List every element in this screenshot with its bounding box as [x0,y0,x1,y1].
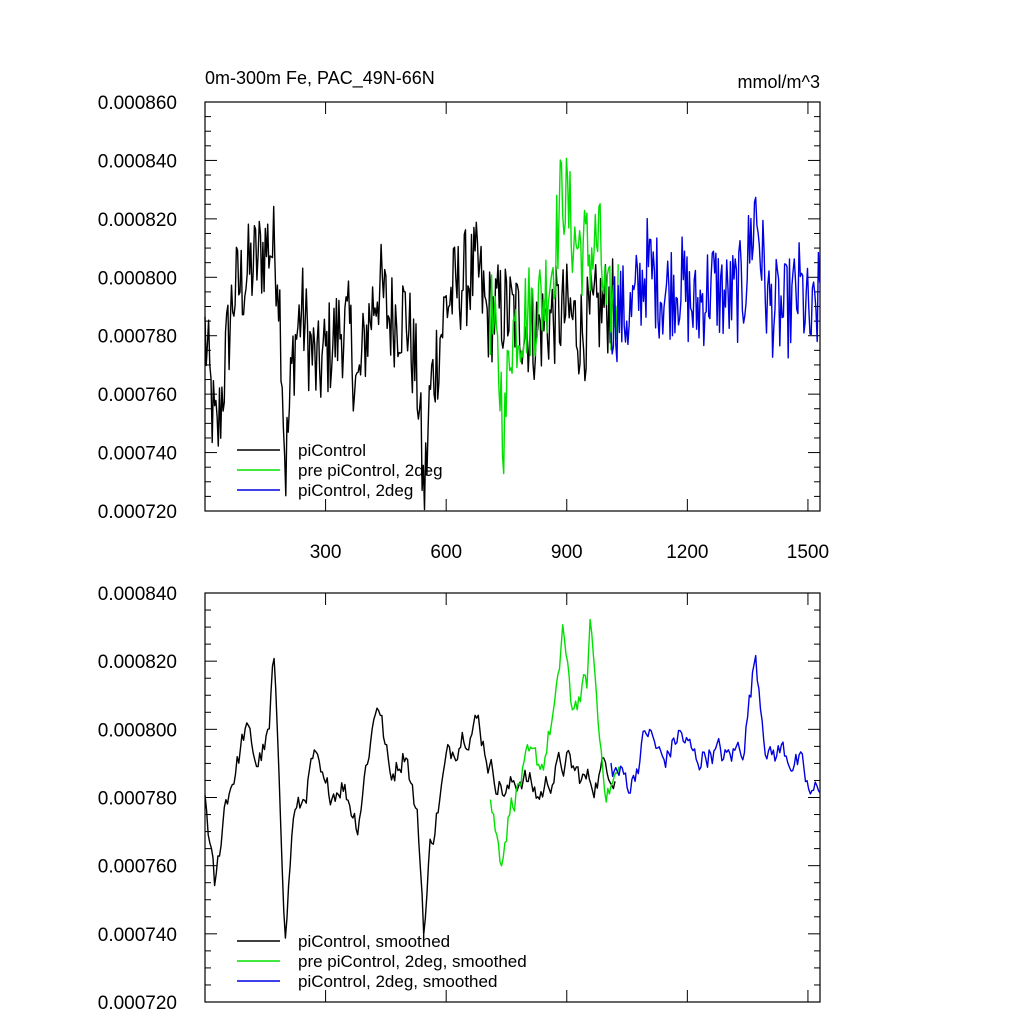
series-line-pre-picontrol-2deg-smoothed [489,618,620,867]
x-tick-label: 300 [310,542,342,563]
series-line-picontrol-2deg [610,196,821,363]
y-tick-label: 0.000820 [98,210,177,231]
legend-label: pre piControl, 2deg, smoothed [298,952,527,971]
x-tick-label: 1500 [787,542,829,563]
y-tick-label: 0.000860 [98,93,177,114]
y-tick-label: 0.000760 [98,385,177,406]
x-tick-label: 1200 [666,542,708,563]
y-tick-label: 0.000740 [98,925,177,946]
y-tick-label: 0.000800 [98,268,177,289]
legend-label: piControl, 2deg, smoothed [298,972,497,991]
legend-label: piControl [298,441,366,460]
y-tick-label: 0.000760 [98,857,177,878]
y-tick-label: 0.000840 [98,584,177,605]
y-tick-label: 0.000780 [98,327,177,348]
top-panel: 0.000720 0.000740 0.000760 0.000780 0.000800… [98,93,829,563]
series-line-picontrol-smoothed [204,657,616,939]
legend-label: pre piControl, 2deg [298,461,443,480]
series-line-pre-picontrol-2deg [489,157,619,475]
y-tick-label: 0.000820 [98,652,177,673]
y-tick-label: 0.000720 [98,502,177,523]
y-tick-label: 0.000740 [98,444,177,465]
bottom-panel: 0.000720 0.000740 0.000760 0.000780 0.000800… [98,584,821,1014]
units-label: mmol/m^3 [738,72,820,92]
y-tick-label: 0.000840 [98,151,177,172]
x-tick-label: 600 [430,542,462,563]
y-tick-label: 0.000780 [98,789,177,810]
y-tick-label: 0.000800 [98,720,177,741]
series-line-picontrol-2deg-smoothed [610,654,821,795]
legend-label: piControl, 2deg [298,481,413,500]
x-tick-label: 900 [551,542,583,563]
legend-label: piControl, smoothed [298,932,450,951]
chart-title: 0m-300m Fe, PAC_49N-66N [205,68,435,89]
y-tick-label: 0.000720 [98,993,177,1014]
